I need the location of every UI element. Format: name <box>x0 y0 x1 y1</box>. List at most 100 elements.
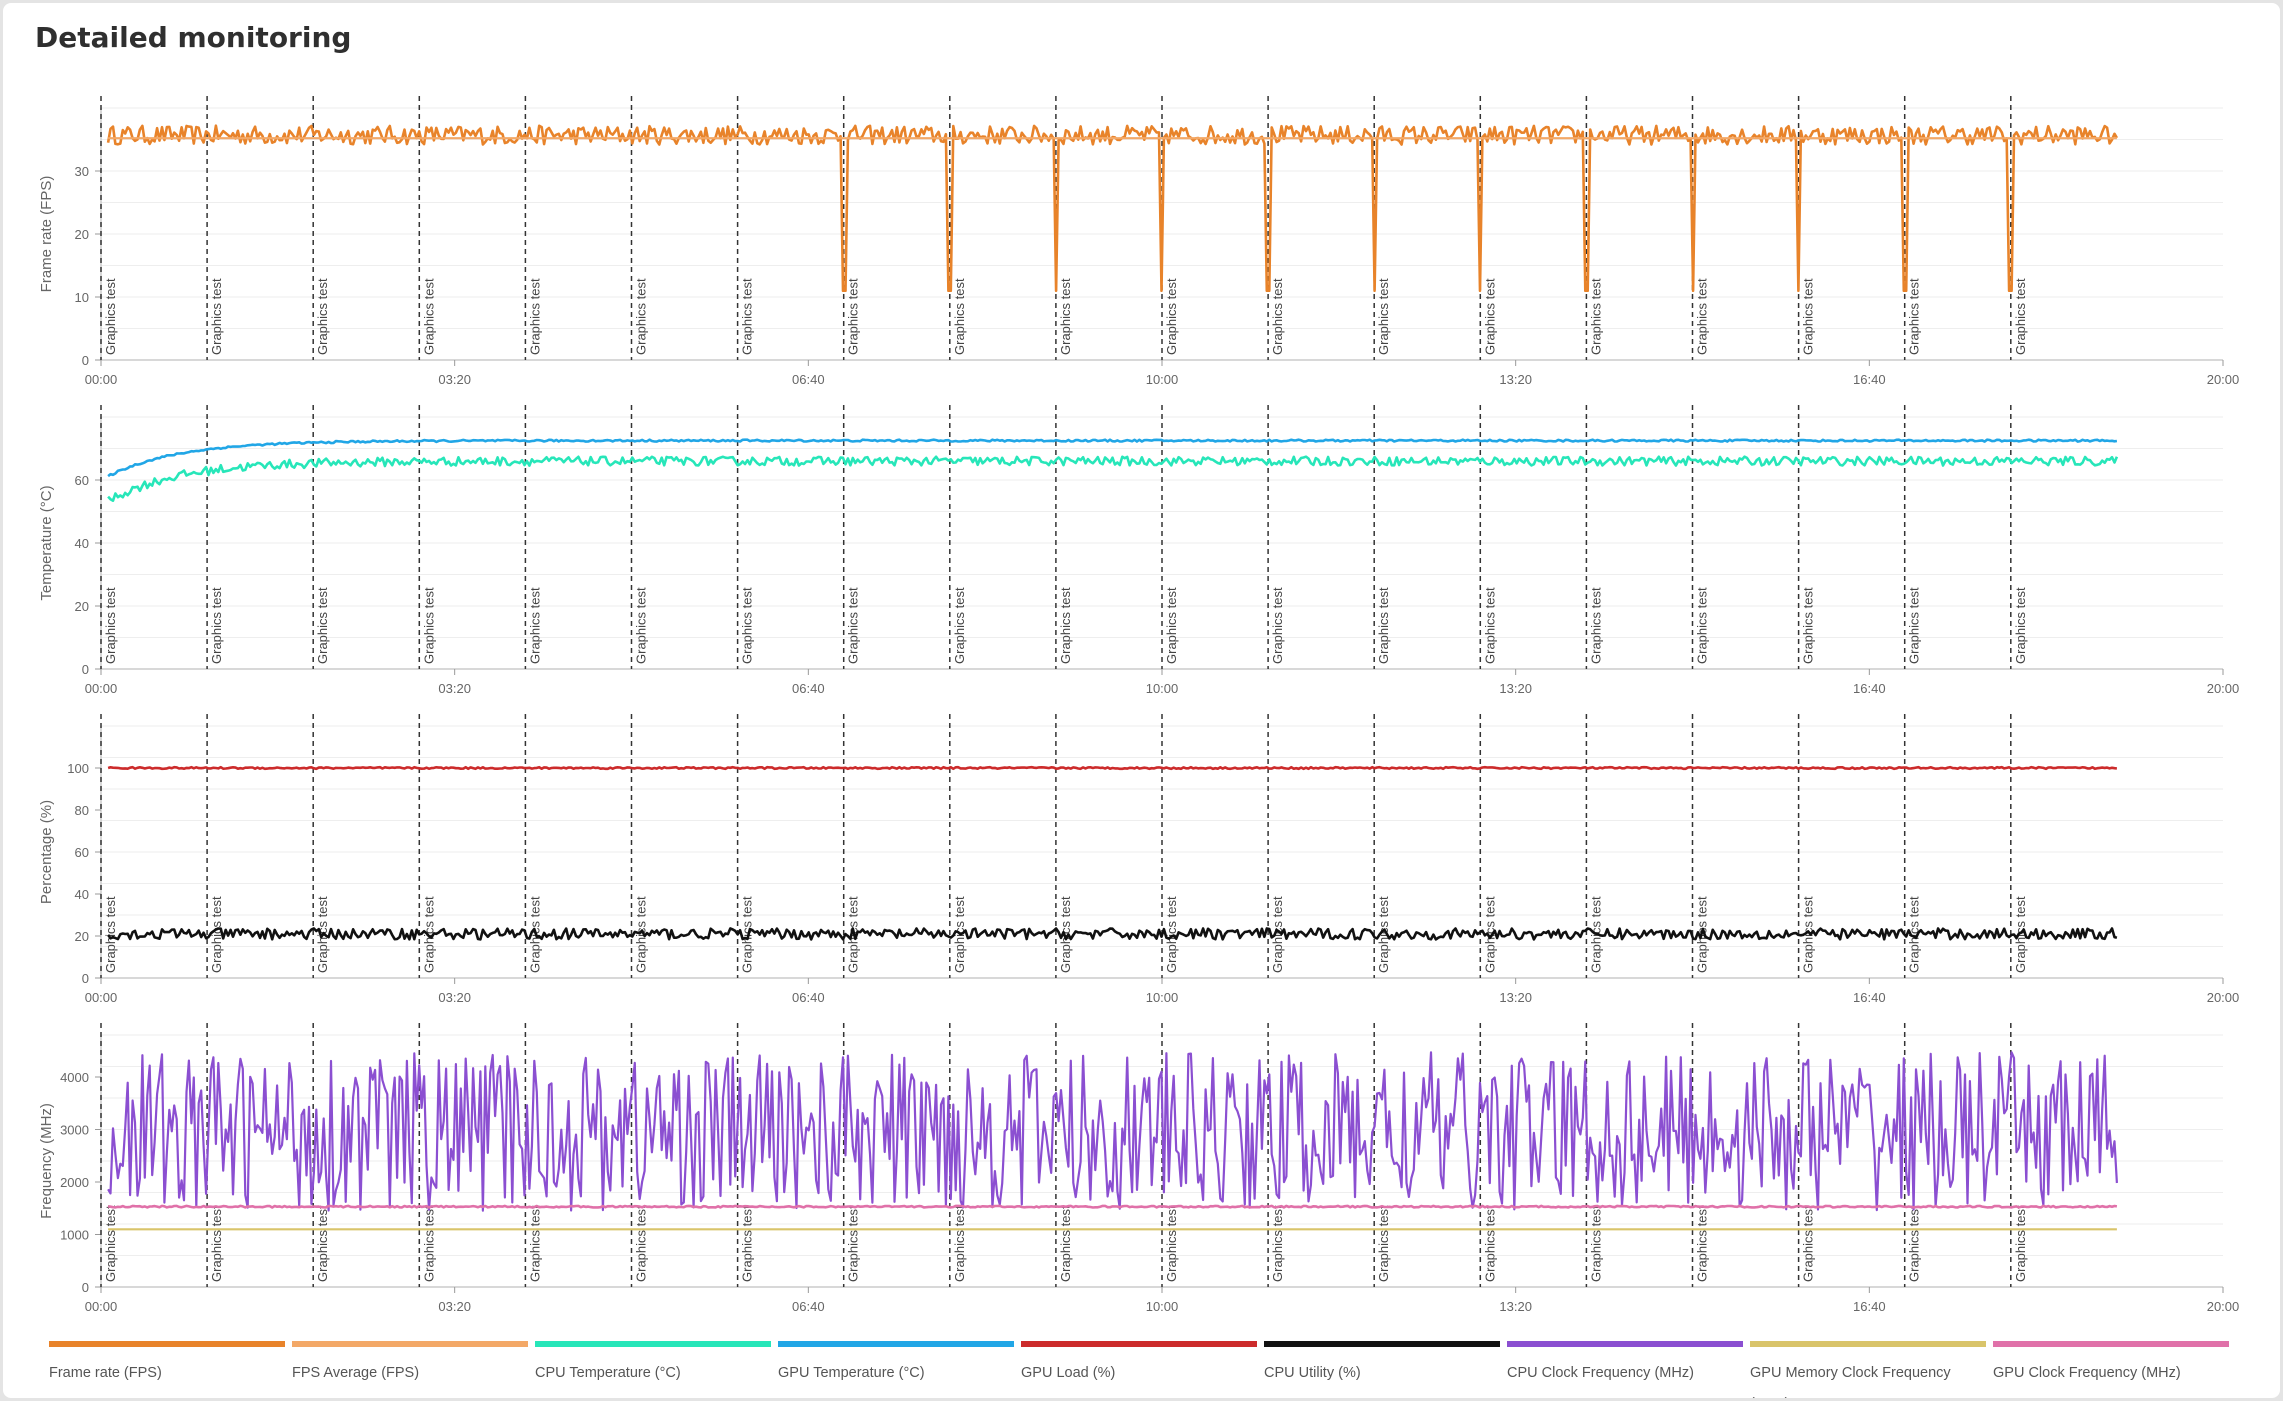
graphics-test-label: Graphics test <box>1588 1205 1603 1282</box>
y-axis-label: Frequency (MHz) <box>38 1103 55 1219</box>
y-axis-label: Temperature (°C) <box>38 485 55 600</box>
y-tick-label: 60 <box>75 845 89 860</box>
monitoring-charts: 0 10 20 30 00:00 03:20 06:40 10:00 13:20 16:40 20:… <box>38 96 2240 1314</box>
graphics-test-label: Graphics test <box>1376 587 1391 664</box>
legend-swatch <box>778 1341 1014 1347</box>
legend-item[interactable]: CPU Utility (%) <box>1264 1341 1502 1389</box>
x-tick-label: 13:20 <box>1499 990 1532 1005</box>
legend-swatch <box>292 1341 528 1347</box>
series-cpu-clock-frequency-mhz- <box>107 1051 2118 1212</box>
y-tick-label: 2000 <box>60 1175 89 1190</box>
graphics-test-label: Graphics test <box>1588 587 1603 664</box>
x-tick-label: 20:00 <box>2207 681 2240 696</box>
graphics-test-label: Graphics test <box>209 1205 224 1282</box>
legend-item[interactable]: CPU Clock Frequency (MHz) <box>1507 1341 1745 1389</box>
graphics-test-label: Graphics test <box>740 1205 755 1282</box>
x-tick-label: 06:40 <box>792 1299 825 1314</box>
graphics-test-label: Graphics test <box>1270 278 1285 355</box>
graphics-test-label: Graphics test <box>1058 587 1073 664</box>
graphics-test-label: Graphics test <box>209 896 224 973</box>
x-tick-label: 10:00 <box>1146 990 1179 1005</box>
graphics-test-label: Graphics test <box>1058 278 1073 355</box>
x-tick-label: 16:40 <box>1853 1299 1886 1314</box>
y-tick-label: 80 <box>75 803 89 818</box>
x-tick-label: 13:20 <box>1499 1299 1532 1314</box>
graphics-test-label: Graphics test <box>1907 587 1922 664</box>
x-tick-label: 20:00 <box>2207 372 2240 387</box>
x-tick-label: 06:40 <box>792 990 825 1005</box>
legend-item[interactable]: GPU Load (%) <box>1021 1341 1259 1389</box>
graphics-test-label: Graphics test <box>421 278 436 355</box>
legend-item[interactable]: CPU Temperature (°C) <box>535 1341 773 1389</box>
graphics-test-label: Graphics test <box>1695 278 1710 355</box>
y-tick-label: 3000 <box>60 1123 89 1138</box>
y-tick-label: 60 <box>75 473 89 488</box>
graphics-test-label: Graphics test <box>634 896 649 973</box>
graphics-test-label: Graphics test <box>1270 587 1285 664</box>
y-tick-label: 0 <box>82 971 89 986</box>
legend-label: GPU Memory Clock Frequency (MHz) <box>1750 1365 1951 1398</box>
legend-item[interactable]: GPU Temperature (°C) <box>778 1341 1016 1389</box>
graphics-test-label: Graphics test <box>1270 1205 1285 1282</box>
x-tick-label: 06:40 <box>792 372 825 387</box>
y-tick-label: 4000 <box>60 1070 89 1085</box>
legend-label: CPU Utility (%) <box>1264 1365 1361 1381</box>
page-title: Detailed monitoring <box>35 21 352 54</box>
graphics-test-label: Graphics test <box>1801 1205 1816 1282</box>
legend-swatch <box>1264 1341 1500 1347</box>
graphics-test-label: Graphics test <box>1164 587 1179 664</box>
y-tick-label: 20 <box>75 599 89 614</box>
x-tick-label: 10:00 <box>1146 681 1179 696</box>
x-tick-label: 03:20 <box>438 1299 471 1314</box>
graphics-test-label: Graphics test <box>527 587 542 664</box>
x-tick-label: 00:00 <box>85 681 118 696</box>
graphics-test-label: Graphics test <box>2013 587 2028 664</box>
graphics-test-label: Graphics test <box>846 278 861 355</box>
graphics-test-label: Graphics test <box>1376 896 1391 973</box>
x-tick-label: 06:40 <box>792 681 825 696</box>
legend-swatch <box>1021 1341 1257 1347</box>
legend-item[interactable]: GPU Memory Clock Frequency (MHz) <box>1750 1341 1988 1398</box>
y-tick-label: 40 <box>75 536 89 551</box>
legend-swatch <box>1993 1341 2229 1347</box>
graphics-test-label: Graphics test <box>315 587 330 664</box>
graphics-test-label: Graphics test <box>2013 896 2028 973</box>
graphics-test-label: Graphics test <box>1907 278 1922 355</box>
x-tick-label: 10:00 <box>1146 1299 1179 1314</box>
chart-2: 0 20 40 60 00:00 03:20 06:40 10:00 13:20 16:40 20:… <box>38 405 2239 696</box>
detailed-monitoring-panel: Detailed monitoring 0 10 20 30 00:00 03:20 06:… <box>3 3 2280 1398</box>
graphics-test-label: Graphics test <box>103 587 118 664</box>
x-tick-label: 03:20 <box>438 372 471 387</box>
graphics-test-label: Graphics test <box>209 278 224 355</box>
series-cpu-utility- <box>107 927 2118 941</box>
graphics-test-label: Graphics test <box>1482 278 1497 355</box>
graphics-test-label: Graphics test <box>1376 278 1391 355</box>
x-tick-label: 03:20 <box>438 990 471 1005</box>
legend-label: GPU Load (%) <box>1021 1365 1116 1381</box>
legend-item[interactable]: FPS Average (FPS) <box>292 1341 530 1389</box>
chart-1: 0 10 20 30 00:00 03:20 06:40 10:00 13:20 16:40 20:… <box>38 96 2239 387</box>
legend-label: GPU Clock Frequency (MHz) <box>1993 1365 2181 1381</box>
series-cpu-temperature-c- <box>107 455 2119 503</box>
legend-item[interactable]: GPU Clock Frequency (MHz) <box>1993 1341 2231 1389</box>
chart-4: 0 1000 2000 3000 4000 00:00 03:20 06:40 10:00 13:… <box>38 1023 2239 1314</box>
legend-swatch <box>1507 1341 1743 1347</box>
graphics-test-label: Graphics test <box>421 1205 436 1282</box>
graphics-test-label: Graphics test <box>1482 896 1497 973</box>
graphics-test-label: Graphics test <box>1164 1205 1179 1282</box>
graphics-test-label: Graphics test <box>1801 278 1816 355</box>
x-tick-label: 20:00 <box>2207 990 2240 1005</box>
x-tick-label: 16:40 <box>1853 990 1886 1005</box>
graphics-test-label: Graphics test <box>740 896 755 973</box>
graphics-test-label: Graphics test <box>209 587 224 664</box>
graphics-test-label: Graphics test <box>1482 587 1497 664</box>
graphics-test-label: Graphics test <box>2013 278 2028 355</box>
graphics-test-label: Graphics test <box>421 587 436 664</box>
legend-item[interactable]: Frame rate (FPS) <box>49 1341 287 1389</box>
graphics-test-label: Graphics test <box>1695 1205 1710 1282</box>
series-gpu-clock-frequency-mhz- <box>107 1204 2118 1209</box>
graphics-test-label: Graphics test <box>1801 587 1816 664</box>
legend-swatch <box>49 1341 285 1347</box>
y-tick-label: 20 <box>75 227 89 242</box>
y-tick-label: 10 <box>75 290 89 305</box>
